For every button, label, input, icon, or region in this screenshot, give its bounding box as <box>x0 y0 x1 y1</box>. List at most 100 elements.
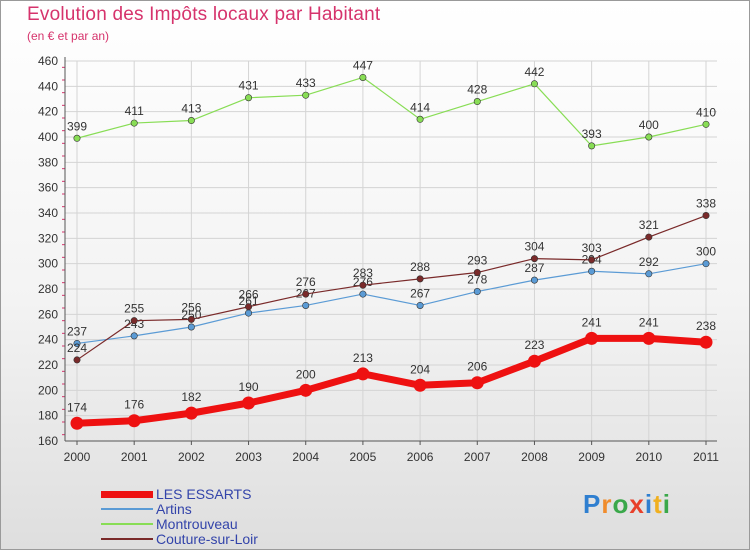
legend: LES ESSARTS Artins Montrouveau Couture-sur-… <box>101 486 341 547</box>
data-point <box>413 378 427 392</box>
data-point <box>645 133 653 141</box>
legend-item: Montrouveau <box>101 516 341 532</box>
data-label: 224 <box>67 341 87 355</box>
data-point <box>242 396 256 410</box>
data-label: 256 <box>181 300 201 314</box>
chart-title: Evolution des Impôts locaux par Habitant <box>27 4 381 25</box>
data-label: 447 <box>353 58 373 72</box>
data-label: 266 <box>239 288 259 302</box>
data-label: 433 <box>296 76 316 90</box>
data-point <box>73 134 81 142</box>
data-point <box>130 119 138 127</box>
data-label: 300 <box>696 245 716 259</box>
plot-area <box>65 61 717 441</box>
y-tick-label: 280 <box>38 282 58 296</box>
x-tick-label: 2002 <box>178 450 205 464</box>
legend-swatch <box>101 538 153 540</box>
data-point <box>702 212 710 220</box>
legend-item: Artins <box>101 501 341 517</box>
data-label: 283 <box>353 266 373 280</box>
data-label: 400 <box>639 118 659 132</box>
series-line <box>73 334 710 427</box>
series-artins: 237243250261267276267278287294292300 <box>67 245 716 347</box>
data-point <box>130 317 138 325</box>
data-point <box>530 255 538 263</box>
legend-label: Couture-sur-Loir <box>156 531 258 547</box>
y-tick-label: 200 <box>38 383 58 397</box>
data-point <box>245 303 253 311</box>
y-tick-label: 300 <box>38 257 58 271</box>
data-label: 411 <box>125 104 144 118</box>
data-label: 292 <box>639 255 659 269</box>
data-point <box>585 331 599 345</box>
data-point <box>359 281 367 289</box>
data-point <box>359 73 367 81</box>
series-couture-sur-loir: 224 255 256 266 276 283 288 293 304 303 321 338 <box>67 197 716 364</box>
y-tick-label: 160 <box>38 434 58 448</box>
data-point <box>642 331 656 345</box>
y-tick-label: 360 <box>38 181 58 195</box>
data-label: 442 <box>524 65 544 79</box>
data-point <box>530 80 538 88</box>
data-label: 190 <box>239 380 259 394</box>
x-tick-label: 2004 <box>292 450 319 464</box>
legend-item: LES ESSARTS <box>101 486 341 502</box>
data-point <box>473 269 481 277</box>
data-point <box>70 416 84 430</box>
data-point <box>588 256 596 264</box>
data-label: 200 <box>296 367 316 381</box>
data-point <box>130 332 138 340</box>
data-label: 338 <box>696 197 716 211</box>
data-point <box>299 383 313 397</box>
x-tick-label: 2008 <box>521 450 548 464</box>
x-tick-label: 2007 <box>464 450 491 464</box>
legend-swatch <box>101 523 153 525</box>
series-les-essarts: 174 176 182 190 200 213 204 206 223 241 241 238 <box>67 315 716 430</box>
x-tick-label: 2010 <box>635 450 662 464</box>
data-label: 288 <box>410 260 430 274</box>
data-point <box>359 290 367 298</box>
data-label: 206 <box>467 360 487 374</box>
y-tick-label: 380 <box>38 155 58 169</box>
data-point <box>73 339 81 347</box>
data-label: 293 <box>467 254 487 268</box>
data-point <box>470 376 484 390</box>
y-tick-label: 320 <box>38 231 58 245</box>
x-tick-label: 2005 <box>350 450 377 464</box>
data-label: 399 <box>67 119 87 133</box>
logo-letter: i <box>644 489 654 519</box>
data-point <box>187 315 195 323</box>
data-label: 267 <box>410 286 430 300</box>
x-tick-label: 2011 <box>693 450 719 464</box>
series-line <box>76 76 707 147</box>
data-point <box>245 309 253 317</box>
legend-label: Artins <box>156 501 192 517</box>
data-point <box>187 323 195 331</box>
data-label: 261 <box>239 294 259 308</box>
data-point <box>184 406 198 420</box>
data-point <box>473 98 481 106</box>
data-label: 241 <box>582 315 602 329</box>
y-tick-label: 440 <box>38 79 58 93</box>
data-label: 204 <box>410 362 430 376</box>
y-tick-label: 180 <box>38 409 58 423</box>
data-label: 238 <box>696 319 716 333</box>
data-label: 213 <box>353 351 373 365</box>
data-point <box>302 91 310 99</box>
data-label: 223 <box>524 338 544 352</box>
logo-letter: i <box>662 489 671 519</box>
x-tick-label: 2009 <box>578 450 605 464</box>
data-point <box>530 276 538 284</box>
legend-swatch <box>101 508 153 510</box>
logo-letter: r <box>601 489 613 519</box>
x-tick-label: 2000 <box>64 450 91 464</box>
data-label: 255 <box>124 302 144 316</box>
data-point <box>127 414 141 428</box>
data-point <box>473 288 481 296</box>
data-point <box>588 267 596 275</box>
logo-letter: x <box>629 489 645 519</box>
y-tick-label: 260 <box>38 307 58 321</box>
series-line <box>76 214 707 361</box>
